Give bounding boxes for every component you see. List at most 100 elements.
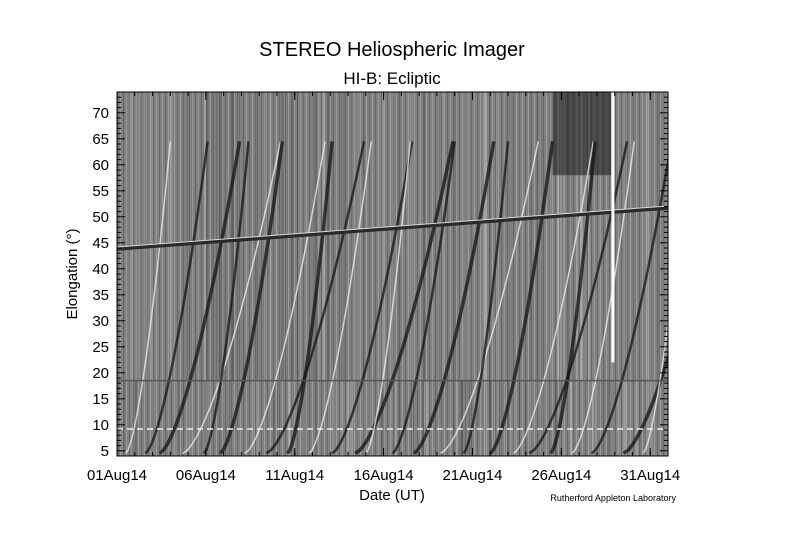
texture-streak	[626, 92, 628, 381]
cme-track	[331, 141, 414, 455]
texture-streak	[607, 380, 609, 456]
texture-streak	[363, 92, 365, 381]
texture-streak	[453, 380, 455, 456]
texture-streak	[253, 380, 255, 456]
y-tick-label: 20	[92, 365, 109, 382]
texture-streak	[562, 92, 565, 381]
y-tick-label: 15	[92, 391, 109, 408]
texture-streak	[593, 380, 596, 456]
cme-tracks	[125, 141, 668, 455]
texture-streak	[576, 92, 578, 381]
texture-streak	[230, 92, 231, 381]
texture-streak	[639, 380, 641, 456]
texture-streak	[215, 92, 218, 381]
texture-streak	[390, 380, 393, 456]
texture-streak	[601, 92, 604, 381]
cme-track	[549, 141, 597, 455]
cme-track	[571, 141, 635, 454]
texture-streak	[564, 92, 566, 381]
texture-streak	[622, 380, 625, 456]
y-axis-label: Elongation (°)	[64, 228, 81, 319]
texture-streak	[406, 92, 409, 381]
texture-streak	[467, 380, 470, 456]
texture-streak	[133, 92, 134, 381]
texture-streak	[344, 92, 346, 381]
texture-streak	[132, 380, 134, 456]
texture-streak	[543, 380, 545, 456]
texture-streak	[351, 92, 353, 381]
texture-streak	[579, 92, 582, 381]
texture-streak	[145, 92, 148, 381]
texture-streak	[312, 92, 314, 381]
dark-region	[552, 92, 612, 176]
y-axis: 5 10 15 20 25 30 35 40 45 50 55 60 65 70	[92, 91, 668, 460]
texture-streak	[380, 92, 382, 381]
texture-streak	[395, 380, 397, 456]
cme-track	[412, 141, 496, 455]
texture-streak	[518, 380, 520, 456]
texture-streak	[645, 92, 648, 381]
texture-streak	[123, 380, 125, 456]
cme-track	[590, 154, 668, 455]
y-tick-label: 70	[92, 105, 109, 122]
texture-streak	[424, 380, 426, 456]
y-tick-label: 10	[92, 417, 109, 434]
texture-streak	[150, 92, 153, 381]
cme-track	[218, 141, 285, 455]
cme-track	[308, 141, 372, 454]
texture-streak	[474, 380, 476, 456]
texture-streak	[502, 92, 505, 381]
y-tick-label: 25	[92, 339, 109, 356]
texture-streak	[483, 92, 485, 381]
texture-streak	[422, 380, 424, 456]
texture-streak	[489, 92, 491, 381]
texture-streak	[221, 380, 224, 456]
texture-streak	[598, 380, 601, 456]
texture-streak	[315, 92, 318, 381]
texture-streak	[444, 92, 447, 381]
texture-streak	[153, 380, 155, 456]
texture-streak	[588, 92, 590, 381]
texture-streak	[460, 380, 463, 456]
texture-streak	[135, 92, 137, 381]
texture-streak	[442, 92, 444, 381]
cme-track	[158, 141, 242, 455]
cme-track	[391, 141, 456, 455]
texture-streak	[589, 380, 591, 456]
texture-streak	[356, 380, 359, 456]
y-tick-label: 50	[92, 209, 109, 226]
texture-streak	[483, 92, 485, 381]
texture-streak	[224, 92, 227, 381]
cme-track	[182, 141, 282, 455]
texture-streak	[187, 92, 189, 381]
texture-streak	[171, 92, 173, 381]
texture-streak	[413, 380, 415, 456]
texture-streak	[596, 380, 598, 456]
texture-streak	[186, 92, 188, 381]
y-tick-label: 55	[92, 183, 109, 200]
cme-track	[642, 316, 668, 454]
texture-streak	[590, 380, 592, 456]
texture-streak	[636, 380, 639, 456]
texture-streak	[257, 380, 260, 456]
texture-streak	[619, 380, 621, 456]
texture-streak	[137, 92, 140, 381]
x-tick-label: 21Aug14	[442, 467, 502, 484]
y-tick-label: 5	[101, 443, 109, 460]
texture-streak	[398, 380, 401, 456]
texture-streak	[580, 380, 582, 456]
y-tick-label: 40	[92, 261, 109, 278]
texture-streak	[593, 92, 595, 381]
texture-streak	[268, 380, 270, 456]
texture-streak	[170, 92, 172, 381]
texture-streak	[358, 92, 360, 381]
x-tick-label: 26Aug14	[531, 467, 591, 484]
texture-streak	[484, 380, 486, 456]
texture-streak	[134, 92, 136, 381]
texture-streak	[166, 92, 167, 381]
texture-streak	[467, 92, 469, 381]
cme-track	[622, 351, 668, 455]
texture-streak	[510, 380, 513, 456]
texture-streak	[658, 92, 661, 381]
texture-streak	[635, 380, 637, 456]
